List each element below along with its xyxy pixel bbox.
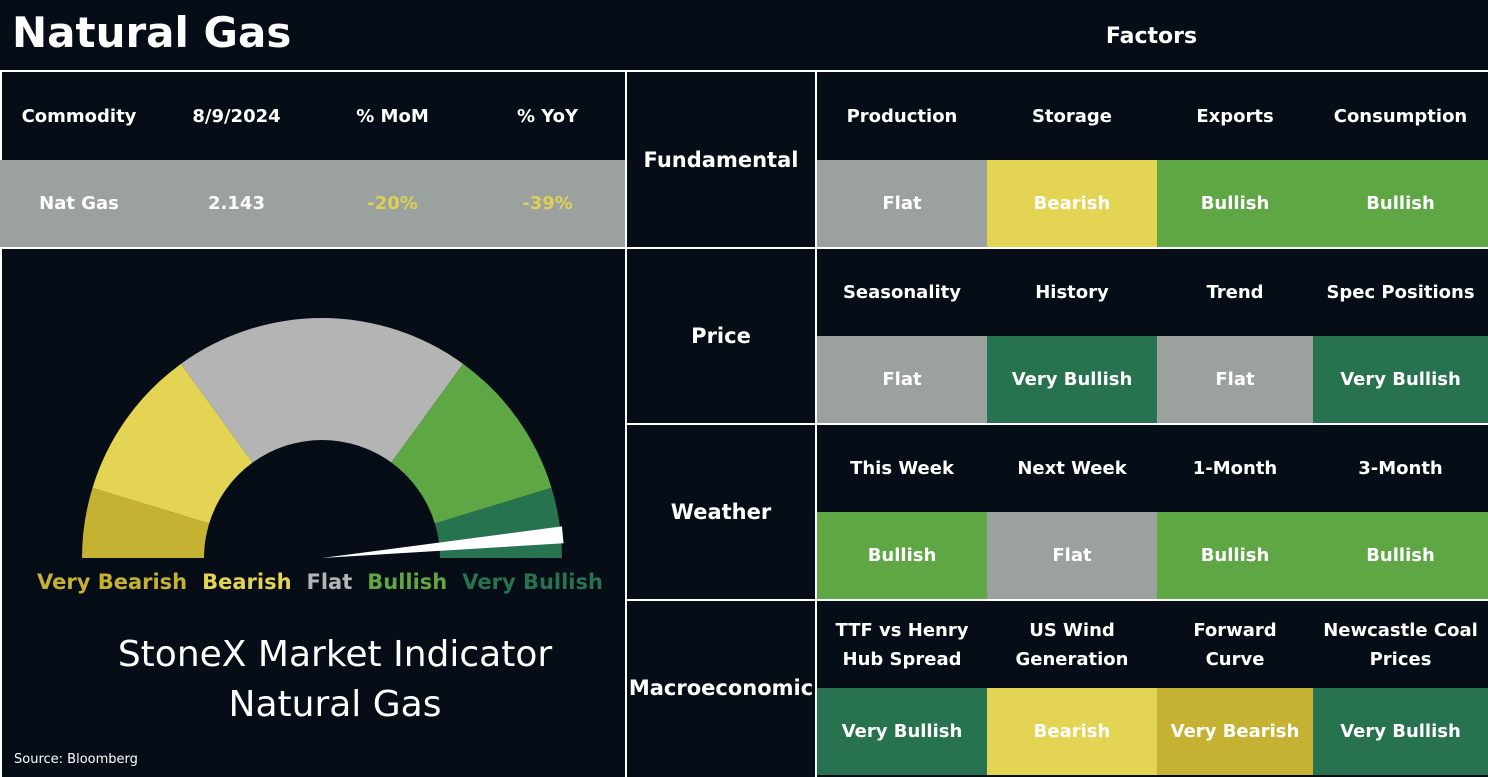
divider (627, 423, 1488, 425)
gauge-legend: Very Bearish Bearish Flat Bullish Very Bulli… (37, 570, 603, 594)
gauge-segment (391, 363, 552, 524)
legend-label: Bearish (202, 570, 292, 594)
factor-name: Trend (1206, 282, 1264, 303)
table-cell: -20% (315, 160, 470, 247)
legend-label: Flat (306, 570, 353, 594)
divider (0, 70, 1488, 72)
factor-signal: Very Bullish (817, 688, 987, 775)
indicator-line: Natural Gas (228, 684, 442, 725)
factor-signal: Bullish (1313, 160, 1488, 247)
factor-signal: Bullish (817, 512, 987, 599)
factor-signal: Very Bullish (1313, 688, 1488, 775)
column-header: % MoM (356, 105, 429, 127)
page-title: Natural Gas (12, 8, 292, 57)
factor-name: Next Week (1017, 458, 1127, 479)
table-cell: 2.143 (158, 160, 315, 247)
factor-signal: Flat (987, 512, 1157, 599)
column-header: 8/9/2024 (192, 105, 281, 127)
factors-title: Factors (1105, 23, 1198, 49)
group-label: Fundamental (643, 147, 799, 172)
factor-name: US Wind Generation (1015, 619, 1129, 670)
factor-signal: Flat (817, 336, 987, 423)
factor-signal: Bearish (987, 688, 1157, 775)
factor-name: This Week (850, 458, 954, 479)
factor-signal: Flat (817, 160, 987, 247)
factor-signal: Bullish (1157, 160, 1313, 247)
factor-name: TTF vs Henry Hub Spread (835, 619, 969, 670)
factor-name: Seasonality (842, 282, 962, 303)
factor-signal: Flat (1157, 336, 1313, 423)
divider (0, 247, 626, 249)
factor-name: Forward Curve (1193, 619, 1277, 670)
table-cell: -39% (470, 160, 625, 247)
column-header: % YoY (516, 105, 579, 127)
legend-label: Very Bullish (462, 570, 603, 594)
column-header: Commodity (21, 105, 137, 127)
source-note: Source: Bloomberg (14, 752, 138, 767)
factor-name: 1-Month (1192, 458, 1278, 479)
legend-label: Bullish (367, 570, 448, 594)
factor-signal: Very Bullish (1313, 336, 1488, 423)
factor-name: Production (846, 105, 958, 127)
table-cell: Nat Gas (0, 160, 158, 247)
factor-signal: Very Bullish (987, 336, 1157, 423)
factor-name: Storage (1031, 105, 1113, 127)
group-label: Weather (670, 500, 772, 524)
gauge-segment (180, 318, 464, 463)
factor-signal: Bullish (1313, 512, 1488, 599)
factor-name: Newcastle Coal Prices (1323, 619, 1478, 670)
factor-name: Consumption (1333, 105, 1468, 127)
divider (625, 72, 627, 777)
indicator-line: StoneX Market Indicator (117, 634, 553, 675)
factor-signal: Bearish (987, 160, 1157, 247)
factor-name: Spec Positions (1326, 282, 1475, 303)
factor-name: 3-Month (1358, 458, 1443, 479)
indicator-title: StoneX Market Indicator Natural Gas (0, 630, 670, 730)
legend-label: Very Bearish (37, 570, 188, 594)
divider (627, 247, 1488, 249)
gauge-needle (322, 526, 564, 558)
factor-name: Exports (1196, 105, 1274, 127)
group-label: Price (691, 324, 751, 348)
group-label: Macroeconomic (628, 676, 814, 700)
factor-name: History (1035, 282, 1109, 303)
divider (0, 72, 2, 777)
gauge (82, 318, 564, 558)
gauge-segment (82, 487, 210, 558)
factor-signal: Very Bearish (1157, 688, 1313, 775)
gauge-segment (92, 363, 253, 524)
divider (627, 599, 1488, 601)
factor-signal: Bullish (1157, 512, 1313, 599)
